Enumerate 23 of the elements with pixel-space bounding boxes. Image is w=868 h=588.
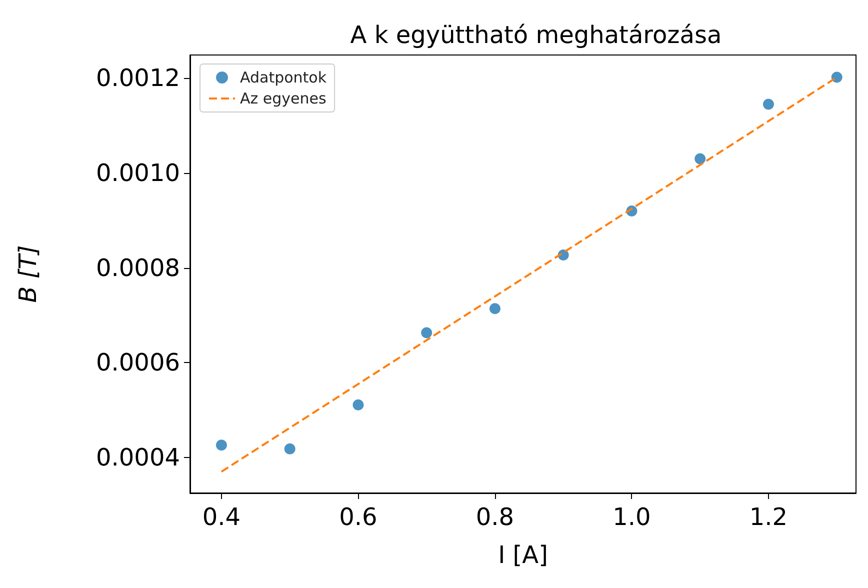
y-tick-label: 0.0008 bbox=[96, 254, 180, 282]
legend-label: Az egyenes bbox=[240, 90, 326, 108]
legend-label: Adatpontok bbox=[240, 68, 327, 86]
point bbox=[831, 72, 842, 83]
x-axis-title: I [A] bbox=[498, 541, 548, 569]
point bbox=[352, 399, 364, 410]
x-tick-label: 0.8 bbox=[476, 503, 514, 531]
y-tick-label: 0.0006 bbox=[96, 348, 180, 377]
point bbox=[762, 98, 774, 110]
point bbox=[421, 327, 432, 338]
point bbox=[216, 440, 227, 451]
point bbox=[489, 303, 500, 314]
x-tick-label: 1.2 bbox=[749, 503, 788, 531]
x-tick-label: 0.4 bbox=[202, 503, 241, 531]
x-tick-label: 1.0 bbox=[612, 503, 651, 531]
y-tick-label: 0.0010 bbox=[96, 159, 180, 188]
y-tick-label: 0.0004 bbox=[96, 443, 180, 472]
y-axis-title: B [T] bbox=[14, 245, 42, 303]
x-tick-label: 0.6 bbox=[339, 503, 378, 531]
y-tick-label: 0.0012 bbox=[96, 64, 180, 92]
point bbox=[284, 443, 296, 454]
point bbox=[694, 153, 706, 164]
chart-title: A k együttható meghatározása bbox=[350, 21, 722, 49]
